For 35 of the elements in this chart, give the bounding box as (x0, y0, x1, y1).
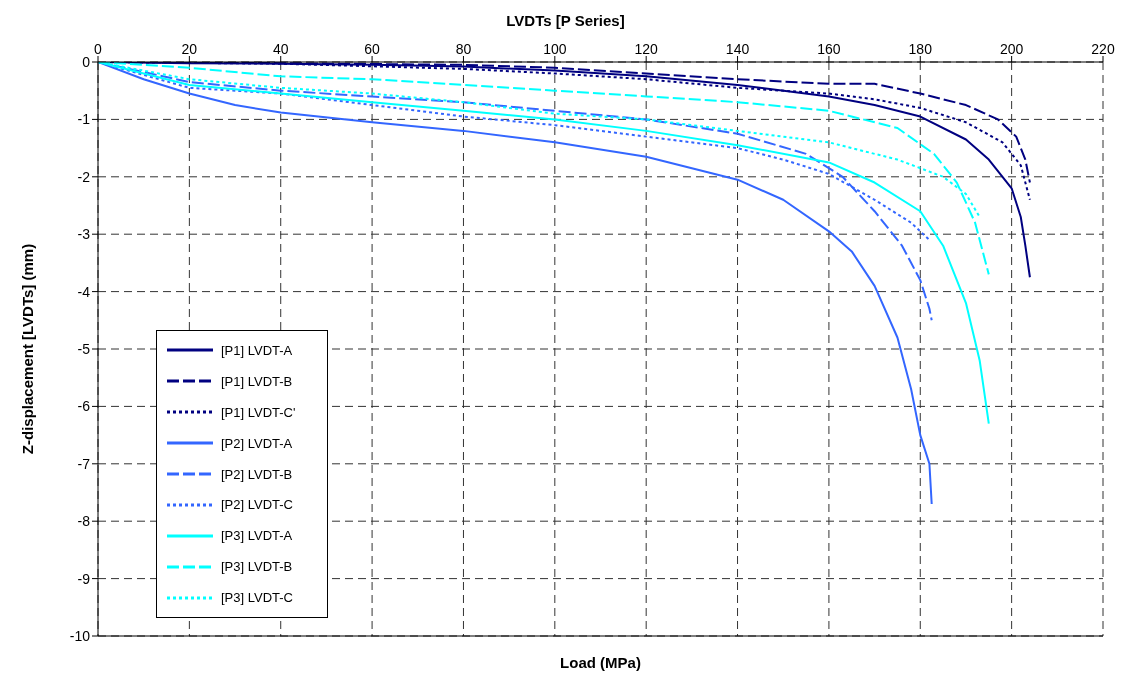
x-tick-label: 100 (543, 41, 567, 57)
legend-label: [P3] LVDT-C (221, 590, 294, 606)
y-tick-label: -6 (77, 398, 91, 415)
legend-label: [P1] LVDT-B (221, 373, 293, 389)
y-tick-label: -9 (77, 570, 91, 587)
y-tick-label: -7 (77, 455, 91, 472)
legend-label: [P2] LVDT-B (221, 466, 293, 482)
y-tick-label: -4 (77, 283, 91, 300)
x-tick-label: 0 (94, 41, 103, 57)
chart-title: LVDTs [P Series] (505, 12, 626, 29)
x-tick-label: 20 (181, 41, 198, 57)
legend-label: [P2] LVDT-C (221, 497, 294, 513)
legend-label: [P3] LVDT-A (221, 528, 293, 544)
y-tick-label: -8 (77, 513, 91, 530)
y-tick-label: -3 (77, 226, 91, 243)
legend-label: [P3] LVDT-B (221, 559, 293, 575)
y-axis-title: Z-displacement [LVDTs] (mm) (19, 243, 37, 455)
y-tick-label: -10 (69, 627, 91, 644)
x-tick-label: 160 (817, 41, 841, 57)
x-tick-label: 220 (1091, 41, 1115, 57)
x-tick-label: 120 (634, 41, 659, 57)
x-tick-label: 40 (272, 41, 289, 57)
y-tick-label: -1 (77, 111, 91, 128)
y-tick-label: -2 (77, 168, 91, 185)
y-tick-label: 0 (82, 53, 91, 70)
legend-label: [P1] LVDT-A (221, 342, 293, 358)
legend-label: [P2] LVDT-A (221, 435, 293, 451)
x-tick-label: 140 (725, 41, 750, 57)
y-tick-label: -5 (77, 340, 91, 357)
x-tick-label: 180 (908, 41, 933, 57)
legend-label: [P1] LVDT-C' (221, 404, 296, 420)
x-axis-title: Load (MPa) (560, 654, 641, 671)
x-tick-label: 200 (999, 41, 1024, 57)
x-tick-label: 60 (364, 41, 381, 57)
x-tick-label: 80 (455, 41, 472, 57)
